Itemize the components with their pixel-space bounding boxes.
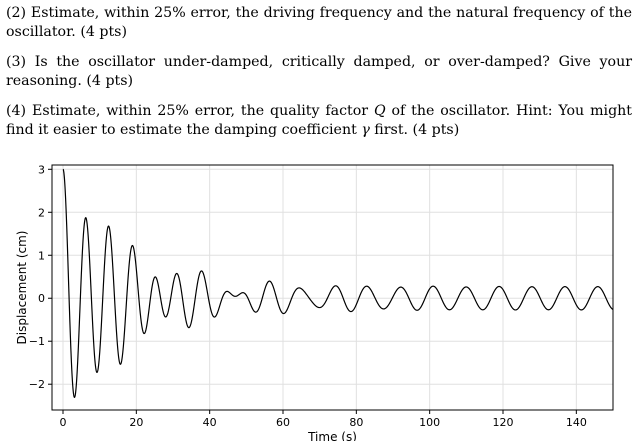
y-tick-label: −1 xyxy=(29,335,45,348)
x-tick-label: 0 xyxy=(60,416,67,429)
y-tick-label: 1 xyxy=(38,249,45,262)
x-tick-label: 40 xyxy=(203,416,217,429)
question-4-text-c: first. (4 pts) xyxy=(370,122,459,138)
y-tick-label: 2 xyxy=(38,206,45,219)
y-axis-label: Displacement (cm) xyxy=(15,231,29,345)
y-tick-label: 3 xyxy=(38,163,45,176)
question-3-text: (3) Is the oscillator under-damped, crit… xyxy=(6,54,632,89)
question-3: (3) Is the oscillator under-damped, crit… xyxy=(6,53,632,91)
x-tick-label: 20 xyxy=(129,416,143,429)
x-tick-label: 100 xyxy=(419,416,440,429)
x-tick-label: 80 xyxy=(349,416,363,429)
question-4-text-a: (4) Estimate, within 25% error, the qual… xyxy=(6,103,374,119)
question-2: (2) Estimate, within 25% error, the driv… xyxy=(6,4,632,42)
displacement-time-chart: 0 20 40 60 80 100 120 140 −2 −1 0 1 2 3 Time (s) Disp… xyxy=(0,160,637,441)
displacement-series-line xyxy=(63,169,613,397)
y-tick-label: 0 xyxy=(38,292,45,305)
quality-factor-symbol: Q xyxy=(374,103,386,119)
question-4: (4) Estimate, within 25% error, the qual… xyxy=(6,102,632,140)
y-tick-label: −2 xyxy=(29,378,45,391)
x-tick-label: 120 xyxy=(493,416,514,429)
gamma-symbol: γ xyxy=(361,122,369,138)
x-tick-label: 60 xyxy=(276,416,290,429)
question-2-text: (2) Estimate, within 25% error, the driv… xyxy=(6,5,632,40)
x-axis-label: Time (s) xyxy=(307,430,357,441)
x-tick-label: 140 xyxy=(566,416,587,429)
